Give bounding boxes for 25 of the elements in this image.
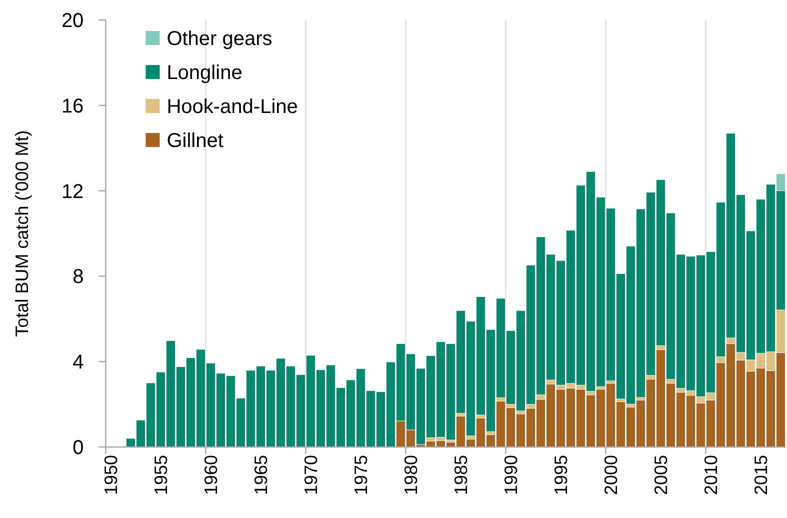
x-tick-label: 1960 <box>201 455 221 496</box>
x-tick-label: 1995 <box>551 455 571 496</box>
legend-label: Longline <box>166 62 242 84</box>
y-tick-label: 4 <box>72 352 84 374</box>
legend-label: Gillnet <box>166 130 224 152</box>
x-tick-label: 1985 <box>451 455 471 496</box>
y-tick-label: 20 <box>61 10 84 32</box>
x-tick-label: 1990 <box>501 455 521 496</box>
y-tick-label: 12 <box>61 180 84 203</box>
legend-label: Other gears <box>166 28 272 50</box>
y-tick-label: 8 <box>72 266 84 288</box>
x-tick-label: 1965 <box>251 455 271 496</box>
y-tick-label: 0 <box>72 437 84 459</box>
y-axis-title: Total BUM catch ('000 Mt) <box>12 130 32 337</box>
x-tick-label: 1970 <box>301 455 321 496</box>
y-tick-label: 16 <box>61 95 84 118</box>
x-tick-label: 2000 <box>601 455 621 496</box>
x-tick-label: 2010 <box>701 455 721 496</box>
x-tick-label: 1955 <box>151 455 171 496</box>
x-tick-label: 1980 <box>401 455 421 496</box>
legend-label: Hook-and-Line <box>166 96 298 118</box>
x-tick-label: 1975 <box>351 455 371 496</box>
x-tick-label: 2015 <box>751 455 771 496</box>
x-tick-label: 1950 <box>101 455 121 496</box>
x-tick-label: 2005 <box>651 455 671 496</box>
